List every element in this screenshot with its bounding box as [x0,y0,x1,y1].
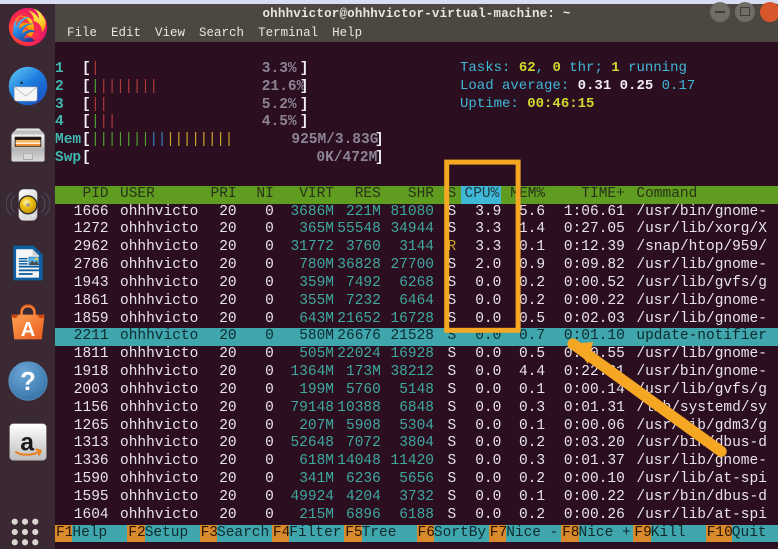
svg-text:A: A [21,319,36,341]
svg-text:?: ? [20,368,36,396]
svg-text:a: a [20,429,34,456]
